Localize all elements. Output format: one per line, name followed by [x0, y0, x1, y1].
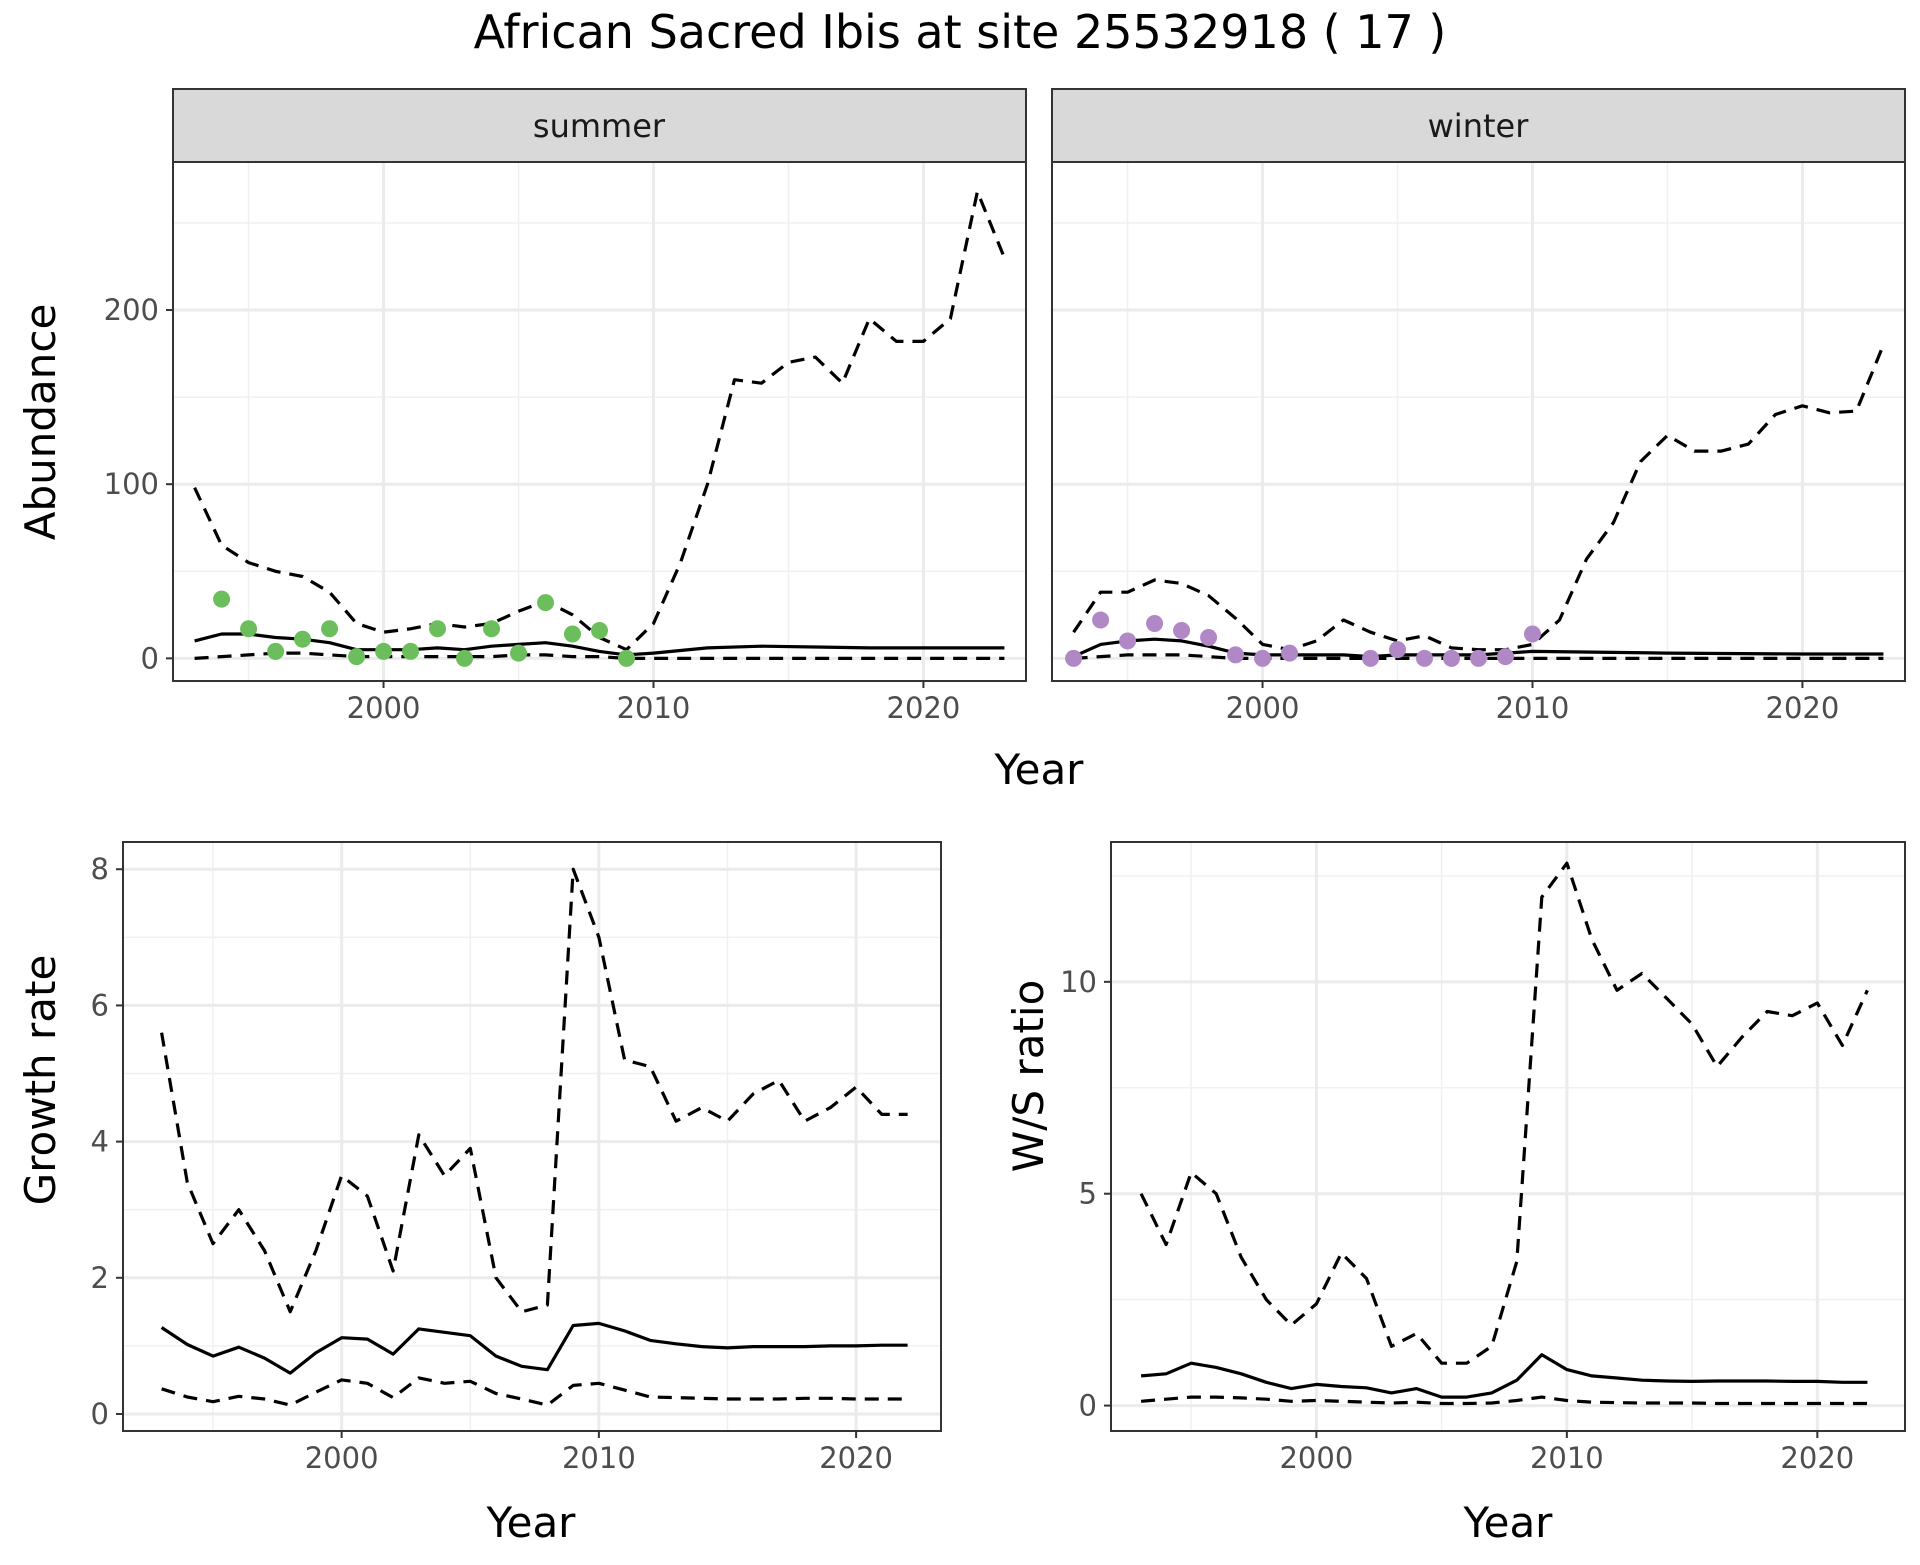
y-tick-label: 100: [104, 467, 159, 501]
figure-title: African Sacred Ibis at site 25532918 ( 1…: [474, 5, 1447, 59]
series-line-lower-bound: [194, 651, 1005, 661]
data-point: [1119, 632, 1137, 650]
panel-border: [1051, 161, 1906, 682]
data-point: [1146, 615, 1164, 633]
y-tick-label: 6: [91, 988, 109, 1022]
x-tick-label: 2020: [1766, 691, 1840, 725]
data-point: [375, 642, 393, 660]
data-point: [348, 648, 366, 666]
series-line-lower-bound: [161, 1376, 908, 1407]
facet-strip-winter: [1051, 88, 1906, 163]
data-point: [240, 620, 258, 638]
panel-background: [1052, 162, 1905, 681]
data-point: [1362, 649, 1380, 667]
x-tick-label: 2020: [887, 691, 961, 725]
data-point: [1523, 625, 1541, 643]
data-point: [429, 620, 447, 638]
x-tick-label: 2010: [562, 1441, 636, 1475]
data-point: [1416, 649, 1434, 667]
x-axis-title-ws-ratio: Year: [1463, 1498, 1554, 1547]
data-point: [591, 621, 608, 639]
y-tick-label: 0: [91, 1397, 109, 1431]
panel-background: [123, 842, 941, 1431]
data-point: [456, 649, 474, 667]
y-tick-label: 8: [91, 852, 109, 886]
y-tick-label: 0: [1079, 1389, 1097, 1423]
data-point: [483, 620, 501, 638]
data-point: [1200, 628, 1218, 646]
data-point: [267, 642, 285, 660]
data-point: [1173, 621, 1191, 639]
panel-background: [173, 162, 1026, 681]
y-tick-label: 200: [104, 293, 159, 327]
series-line-estimate: [1072, 637, 1884, 659]
data-point: [1281, 644, 1299, 662]
series-line-lower-bound: [1140, 1395, 1868, 1406]
data-point: [510, 644, 528, 662]
y-tick-label: 2: [91, 1261, 109, 1295]
x-tick-label: 2000: [347, 691, 421, 725]
facet-strip-summer: [172, 88, 1027, 163]
x-tick-label: 2010: [617, 691, 691, 725]
data-point: [402, 642, 420, 660]
x-tick-label: 2000: [305, 1441, 379, 1475]
y-axis-title-growth-rate: Growth rate: [16, 955, 65, 1206]
facet-label-winter: winter: [1428, 107, 1530, 145]
x-tick-label: 2020: [819, 1441, 893, 1475]
panel-background: [1111, 842, 1905, 1431]
panel-border: [172, 161, 1027, 682]
series-line-upper-bound: [1072, 344, 1885, 652]
x-tick-label: 2010: [1530, 1441, 1604, 1475]
panel-abundance_winter: 2000 2010 2020: [1051, 161, 1906, 725]
x-tick-label: 2010: [1496, 691, 1570, 725]
data-point: [1254, 649, 1272, 667]
panel-border: [1110, 841, 1906, 1432]
panel-ws_ratio: 2000 2010 2020 0 5 10: [1060, 841, 1906, 1475]
data-point: [564, 625, 582, 643]
x-tick-label: 2000: [1226, 691, 1300, 725]
data-point: [213, 590, 231, 608]
x-axis-title-growth-rate: Year: [486, 1498, 577, 1547]
data-point: [1092, 611, 1110, 629]
y-tick-label: 5: [1079, 1177, 1097, 1211]
y-axis-title-abundance: Abundance: [16, 304, 65, 541]
data-point: [294, 630, 312, 648]
data-point: [1227, 646, 1245, 664]
data-point: [1389, 641, 1407, 659]
panel-abundance_summer: 2000 2010 2020 0 100 200: [104, 161, 1027, 725]
y-tick-label: 4: [91, 1125, 109, 1159]
series-line-upper-bound: [160, 867, 908, 1314]
panel-growth_rate: 2000 2010 2020 0 2 4 6 8: [91, 841, 942, 1475]
data-point: [321, 620, 339, 638]
data-point: [617, 649, 635, 667]
x-tick-label: 2000: [1279, 1441, 1353, 1475]
x-axis-title-top: Year: [994, 745, 1085, 794]
series-line-estimate: [160, 1321, 908, 1375]
data-point: [1470, 649, 1487, 667]
y-tick-label: 0: [141, 641, 159, 675]
data-point: [1496, 648, 1514, 666]
data-point: [1443, 649, 1461, 667]
facet-label-summer: summer: [533, 107, 666, 145]
y-axis-title-ws-ratio: W/S ratio: [1004, 980, 1053, 1173]
x-tick-label: 2020: [1780, 1441, 1854, 1475]
data-point: [537, 594, 555, 612]
data-point: [1065, 649, 1083, 667]
series-line-estimate: [1140, 1353, 1868, 1399]
y-tick-label: 10: [1060, 965, 1097, 999]
panel-border: [122, 841, 942, 1432]
